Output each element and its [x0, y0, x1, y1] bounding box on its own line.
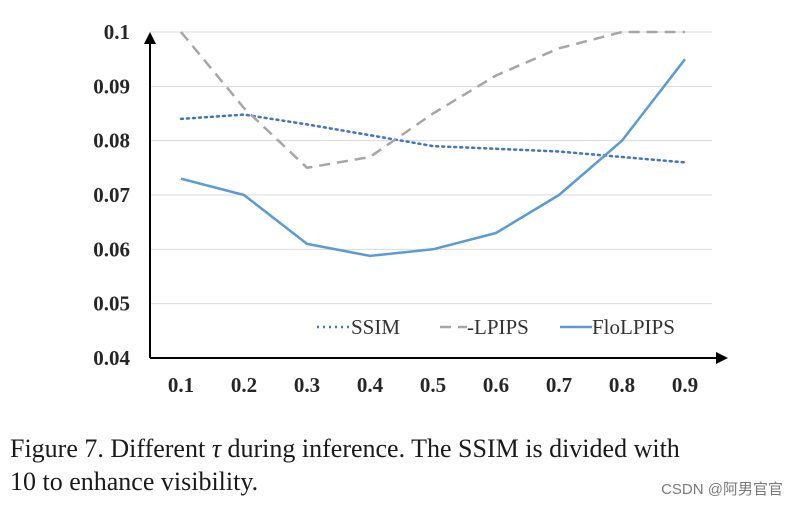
csdn-watermark: CSDN @阿男官官 [661, 481, 783, 498]
caption-line1-rest: during inference. The SSIM is divided wi… [221, 434, 680, 463]
series-flolpips [180, 58, 686, 258]
x-tick-label: 0.1 [168, 373, 194, 397]
y-tick-label: 0.09 [93, 74, 130, 98]
y-axis-arrow [144, 32, 156, 44]
x-tick-label: 0.9 [672, 373, 698, 397]
x-tick-label: 0.5 [420, 373, 446, 397]
data-series [179, 30, 687, 258]
axes [144, 32, 728, 364]
series-line [180, 58, 686, 258]
x-tick-label: 0.6 [483, 373, 509, 397]
y-tick-label: 0.04 [93, 346, 130, 370]
y-tick-label: 0.1 [104, 20, 130, 44]
x-tick-label: 0.7 [546, 373, 572, 397]
x-tick-label: 0.2 [231, 373, 257, 397]
caption-tau-symbol: τ [211, 434, 222, 463]
caption-line-2: 10 to enhance visibility. [10, 467, 259, 496]
y-tick-label: 0.07 [93, 183, 130, 207]
y-tick-label: 0.08 [93, 129, 130, 153]
series-ssim [179, 113, 687, 164]
gridlines [150, 31, 712, 305]
x-tick-label: 0.8 [609, 373, 635, 397]
x-axis-arrow [716, 352, 728, 364]
legend: SSIM -LPIPS FloLPIPS [317, 315, 675, 339]
tick-labels: 0.04 0.05 0.06 0.07 0.08 0.09 0.1 0.1 0.2 0.3 0.4 0… [93, 20, 698, 397]
figure-caption: Figure 7. Different τ during inference. … [10, 432, 799, 498]
x-tick-label: 0.3 [294, 373, 320, 397]
caption-prefix: Figure 7. Different [10, 434, 212, 463]
caption-line-1: Figure 7. Different τ during inference. … [10, 432, 799, 465]
legend-label: SSIM [351, 315, 400, 339]
legend-label: -LPIPS [467, 315, 529, 339]
series-line [180, 30, 685, 170]
legend-label: FloLPIPS [592, 315, 675, 339]
series-lpips [180, 30, 685, 170]
series-line [179, 113, 687, 164]
y-tick-label: 0.06 [93, 237, 130, 261]
x-tick-label: 0.4 [357, 373, 384, 397]
y-tick-label: 0.05 [93, 292, 130, 316]
line-chart: 0.04 0.05 0.06 0.07 0.08 0.09 0.1 0.1 0.2 0.3 0.4 0… [93, 20, 728, 397]
